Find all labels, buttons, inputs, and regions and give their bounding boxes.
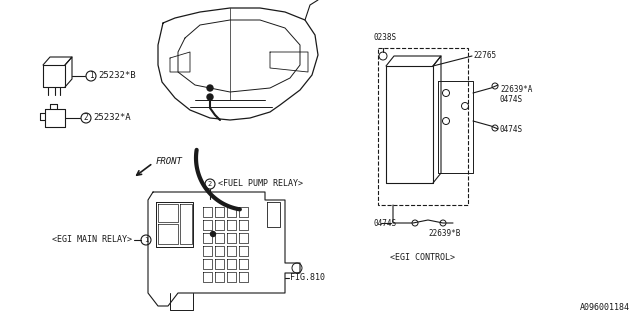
Text: 0474S: 0474S <box>373 219 396 228</box>
Text: 2: 2 <box>208 181 212 187</box>
Text: 25232*B: 25232*B <box>98 71 136 81</box>
Text: <FUEL PUMP RELAY>: <FUEL PUMP RELAY> <box>218 180 303 188</box>
Text: 0474S: 0474S <box>500 94 523 103</box>
Text: 2: 2 <box>84 114 88 123</box>
Circle shape <box>207 85 213 91</box>
Text: FRONT: FRONT <box>156 157 183 166</box>
Text: A096001184: A096001184 <box>580 303 630 312</box>
Text: 0474S: 0474S <box>500 124 523 133</box>
Text: 22639*A: 22639*A <box>500 85 532 94</box>
Text: <EGI MAIN RELAY>: <EGI MAIN RELAY> <box>52 236 132 244</box>
Text: 22639*B: 22639*B <box>428 228 460 237</box>
Bar <box>378 48 468 205</box>
Text: 1: 1 <box>144 237 148 243</box>
Circle shape <box>207 94 213 100</box>
Text: <EGI CONTROL>: <EGI CONTROL> <box>390 252 456 261</box>
Text: 25232*A: 25232*A <box>93 114 131 123</box>
Text: 1: 1 <box>89 71 93 81</box>
Circle shape <box>211 231 216 236</box>
Text: 0238S: 0238S <box>373 34 396 43</box>
Text: FIG.810: FIG.810 <box>290 274 325 283</box>
Text: 22765: 22765 <box>473 52 496 60</box>
